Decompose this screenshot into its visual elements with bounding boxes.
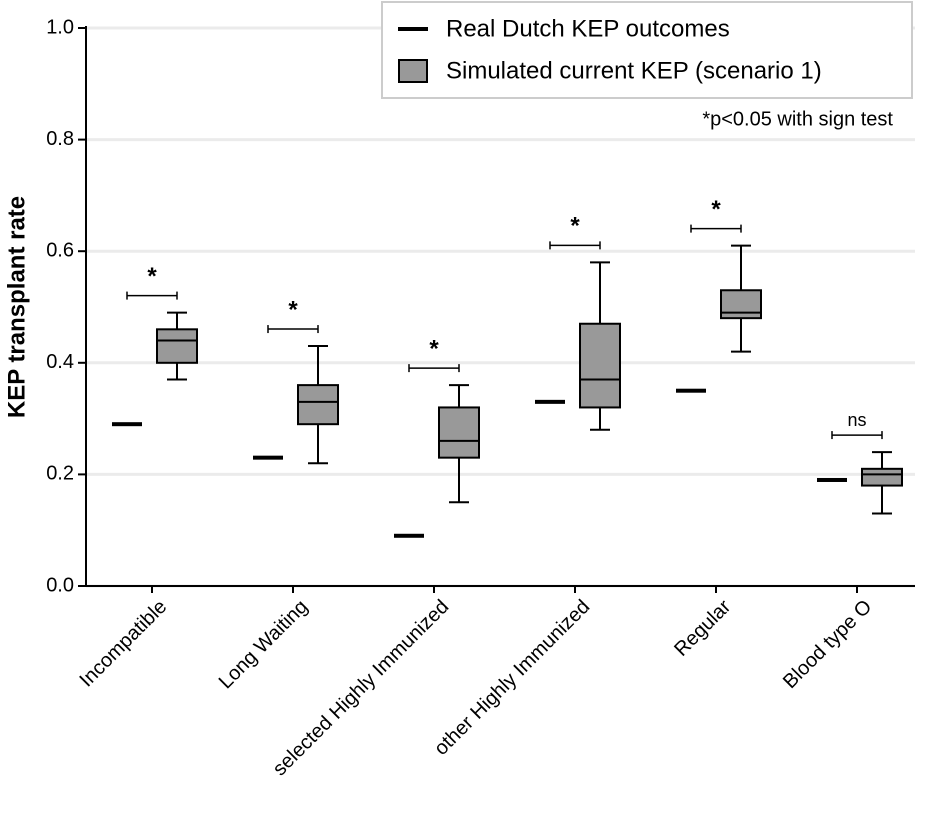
box	[861, 467, 903, 487]
y-axis-label: KEP transplant rate	[3, 196, 30, 418]
x-tick-label: Blood type O	[779, 596, 876, 693]
y-tick-label: 0.6	[46, 239, 74, 261]
significance-label: *	[429, 335, 439, 362]
box	[579, 322, 621, 409]
legend-swatch	[398, 27, 428, 31]
box	[438, 406, 480, 459]
legend-swatch	[398, 59, 428, 83]
box	[720, 289, 762, 320]
significance-label: *	[570, 213, 580, 240]
legend-frame	[381, 1, 913, 99]
significance-label: *	[711, 196, 721, 223]
annotation: *p<0.05 with sign test	[702, 108, 893, 130]
box	[297, 384, 339, 426]
real-outcome-mark	[112, 422, 142, 427]
y-tick-label: 0.8	[46, 128, 74, 150]
y-tick-label: 0.4	[46, 351, 74, 373]
real-outcome-mark	[817, 477, 847, 482]
box	[156, 328, 198, 364]
x-tick-label: Regular	[670, 595, 735, 660]
real-outcome-mark	[253, 455, 283, 460]
real-outcome-mark	[535, 399, 565, 404]
x-tick-label: other Highly Immunized	[430, 596, 594, 760]
y-tick-label: 0.0	[46, 574, 74, 596]
legend-label: Simulated current KEP (scenario 1)	[446, 57, 822, 84]
real-outcome-mark	[394, 533, 424, 538]
real-outcome-mark	[676, 388, 706, 393]
significance-label: ns	[847, 410, 866, 430]
y-tick-label: 1.0	[46, 16, 74, 38]
y-tick-label: 0.2	[46, 463, 74, 485]
legend-label: Real Dutch KEP outcomes	[446, 15, 730, 42]
x-tick-label: Long Waiting	[215, 596, 313, 694]
significance-label: *	[288, 296, 298, 323]
significance-label: *	[147, 263, 157, 290]
x-tick-label: Incompatible	[76, 596, 172, 692]
